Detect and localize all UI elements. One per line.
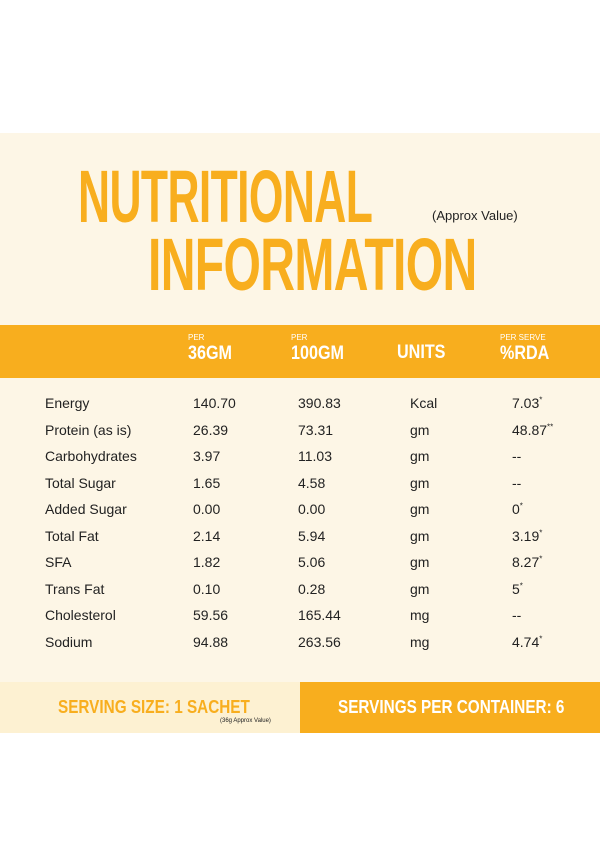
rda-cell: 7.03*	[512, 395, 542, 411]
cell: 0.00	[298, 501, 326, 517]
cell: Added Sugar	[45, 501, 127, 517]
cell: 94.88	[193, 633, 229, 650]
rda-note: **	[547, 421, 554, 431]
rda-cell: --	[512, 607, 521, 623]
header-band	[0, 325, 600, 378]
cell: 4.58	[298, 474, 326, 491]
cell: Sodium	[45, 633, 93, 650]
rda-note: *	[539, 395, 543, 405]
servings-per-container: SERVINGS PER CONTAINER: 6	[338, 697, 565, 717]
column-small: PER	[291, 333, 308, 342]
rda-cell: 3.19*	[512, 528, 542, 544]
cell: SFA	[45, 554, 72, 570]
rda-value: 48.87	[512, 421, 548, 438]
cell: Kcal	[410, 395, 438, 411]
subtitle: (Approx Value)	[432, 208, 518, 223]
rda-cell: --	[512, 475, 521, 491]
title: INFORMATION	[148, 223, 477, 306]
cell: 5.94	[298, 527, 326, 544]
rda-value: 3.19	[512, 527, 540, 544]
footer-left	[0, 682, 300, 733]
rda-cell: 48.87**	[512, 422, 553, 438]
cell: mg	[410, 607, 430, 623]
cell: gm	[410, 580, 430, 597]
cell: 2.14	[193, 527, 221, 544]
rda-value: 4.74	[512, 633, 540, 650]
rda-note: *	[519, 580, 523, 590]
cell: 0.28	[298, 580, 326, 597]
cell: Trans Fat	[45, 580, 105, 597]
cell: Total Fat	[45, 527, 99, 544]
cell: 5.06	[298, 554, 326, 570]
rda-value: 0	[512, 501, 520, 517]
rda-note: *	[539, 633, 543, 643]
cell: 1.82	[193, 554, 221, 570]
cell: gm	[410, 474, 430, 491]
cell: 73.31	[298, 421, 334, 438]
cell: mg	[410, 633, 430, 650]
cell: 3.97	[193, 448, 221, 464]
cell: Protein (as is)	[45, 421, 132, 438]
cell: gm	[410, 554, 430, 570]
rda-value: 7.03	[512, 395, 540, 411]
cell: 59.56	[193, 607, 229, 623]
cell: 263.56	[298, 633, 341, 650]
cell: 0.00	[193, 501, 221, 517]
column-header: %RDA	[500, 343, 550, 364]
rda-note: *	[539, 527, 543, 537]
rda-cell: 8.27*	[512, 554, 542, 570]
cell: gm	[410, 527, 430, 544]
rda-note: *	[539, 554, 543, 564]
column-small: PER SERVE	[500, 333, 546, 342]
rda-cell: 4.74*	[512, 634, 542, 650]
cell: Energy	[45, 395, 90, 411]
rda-value: 5	[512, 580, 520, 597]
column-header: UNITS	[397, 342, 446, 363]
cell: 0.10	[193, 580, 221, 597]
cell: gm	[410, 421, 430, 438]
rda-value: --	[512, 474, 522, 491]
cell: 11.03	[298, 448, 332, 464]
rda-cell: 5*	[512, 581, 523, 597]
title: NUTRITIONAL	[78, 155, 373, 238]
rda-value: 8.27	[512, 554, 540, 570]
serving-size: SERVING SIZE: 1 SACHET	[58, 697, 250, 717]
cell: 1.65	[193, 474, 221, 491]
serving-note: (36g Approx Value)	[220, 718, 271, 724]
column-header: 100GM	[291, 343, 344, 364]
cell: Carbohydrates	[45, 448, 137, 464]
column-header: 36GM	[188, 343, 232, 364]
cell: 390.83	[298, 395, 341, 411]
cell: 165.44	[298, 607, 341, 623]
footer-right	[300, 682, 600, 733]
cell: 140.70	[193, 395, 236, 411]
column-small: PER	[188, 333, 205, 342]
rda-note: *	[519, 501, 523, 511]
rda-cell: 0*	[512, 501, 523, 517]
rda-value: --	[512, 448, 522, 464]
rda-value: --	[512, 607, 522, 623]
cell: 26.39	[193, 421, 229, 438]
cell: Total Sugar	[45, 474, 116, 491]
cell: gm	[410, 448, 430, 464]
rda-cell: --	[512, 448, 521, 464]
cell: Cholesterol	[45, 607, 116, 623]
panel	[0, 133, 600, 733]
cell: gm	[410, 501, 430, 517]
